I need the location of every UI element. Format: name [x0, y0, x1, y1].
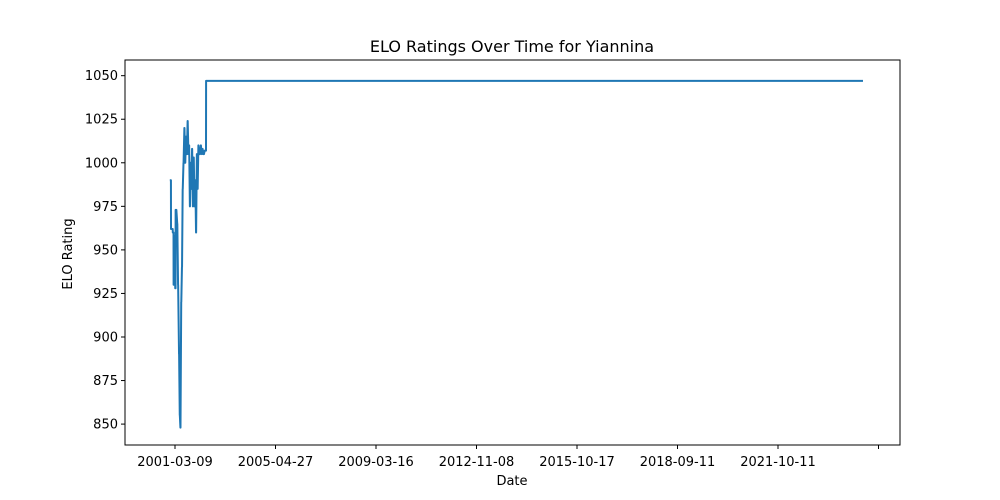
x-tick-label: 2001-03-09: [137, 455, 213, 470]
y-tick-label: 900: [93, 330, 118, 345]
x-tick-label: 2009-03-16: [338, 455, 414, 470]
series-line-0: [169, 79, 863, 429]
y-axis-label: ELO Rating: [61, 218, 76, 289]
y-tick-label: 1050: [85, 69, 118, 84]
y-tick-label: 925: [93, 287, 118, 302]
y-tick-label: 950: [93, 243, 118, 258]
y-tick-label: 1000: [85, 156, 118, 171]
y-axis: 850 875 900 925 950 975 1000 1025 1050: [85, 69, 125, 433]
x-axis: 2001-03-09 2005-04-27 2009-03-16 2012-11-08…: [137, 445, 879, 470]
x-tick-label: 2021-10-11: [740, 455, 816, 470]
y-tick-label: 1025: [85, 113, 118, 128]
x-tick-label: 2012-11-08: [439, 455, 515, 470]
x-tick-label: 2015-10-17: [539, 455, 615, 470]
x-axis-label: Date: [496, 474, 527, 489]
y-tick-label: 875: [93, 374, 118, 389]
chart-title: ELO Ratings Over Time for Yiannina: [370, 37, 654, 56]
x-tick-label: 2005-04-27: [238, 455, 314, 470]
y-tick-label: 975: [93, 200, 118, 215]
plot-frame: [124, 59, 901, 446]
plot-area: [124, 59, 901, 446]
y-tick-label: 850: [93, 418, 118, 433]
x-tick-label: 2018-09-11: [640, 455, 716, 470]
